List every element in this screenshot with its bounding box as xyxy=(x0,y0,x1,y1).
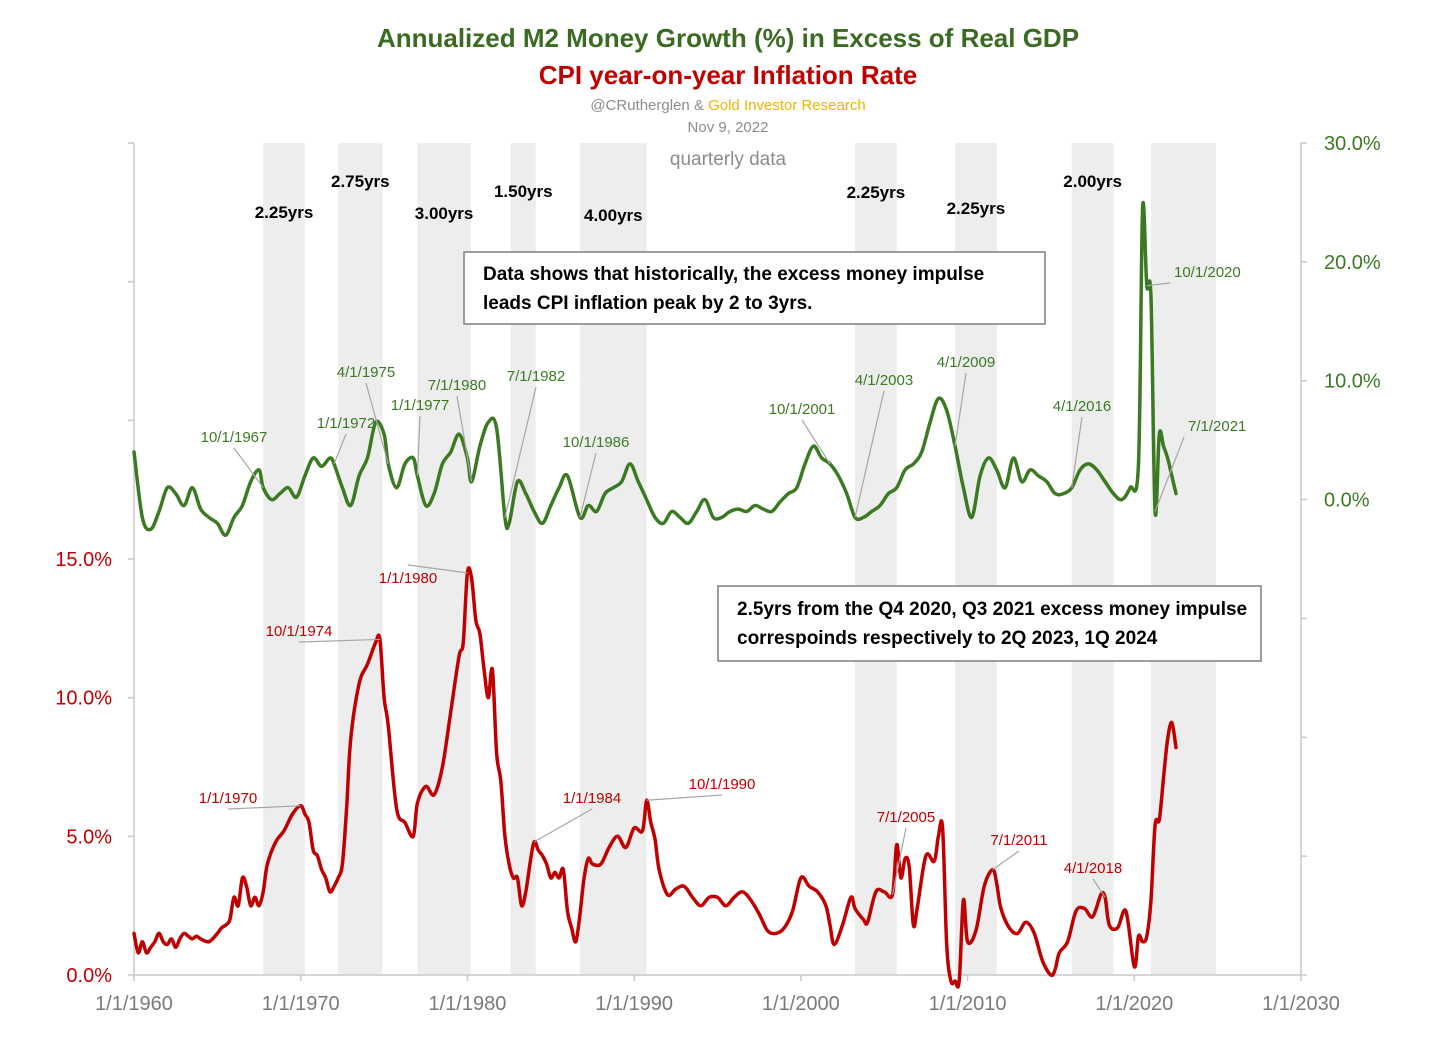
chart-date: Nov 9, 2022 xyxy=(688,119,769,136)
lag-labels: 2.25yrs 2.75yrs 3.00yrs 1.50yrs 4.00yrs 2.25y… xyxy=(255,172,1122,225)
x-axis-tick-label: 1/1/1980 xyxy=(428,993,506,1015)
annotation-label: 10/1/2020 xyxy=(1174,264,1241,281)
annotation-label: 10/1/2001 xyxy=(769,401,836,418)
annotation-leader-line xyxy=(407,564,468,574)
annotation-label: 4/1/1975 xyxy=(337,364,395,381)
callout-box-2-frame xyxy=(717,585,1262,662)
x-axis-tick-label: 1/1/2000 xyxy=(762,993,840,1015)
annotation-leader-line xyxy=(298,638,380,643)
x-axis-tick-label: 1/1/2010 xyxy=(929,993,1007,1015)
lag-label: 1.50yrs xyxy=(494,182,553,201)
chart-title: Annualized M2 Money Growth (%) in Excess… xyxy=(377,23,1079,53)
annotation-label: 1/1/1970 xyxy=(199,790,257,807)
series-line-cpi xyxy=(132,566,1178,989)
x-axis-tick-label: 1/1/1960 xyxy=(95,993,173,1015)
annotation-leader-line xyxy=(233,447,264,489)
lag-label: 3.00yrs xyxy=(415,204,474,223)
annotation-label: 10/1/1974 xyxy=(266,623,333,640)
right-axis-tick-label: 0.0% xyxy=(1324,490,1370,512)
left-axis-tick-label: 15.0% xyxy=(55,549,112,571)
annotation-label: 4/1/2018 xyxy=(1064,860,1122,877)
lag-band xyxy=(1150,143,1216,975)
annotation-leader-line xyxy=(533,808,593,843)
callout-box-1: Data shows that historically, the excess… xyxy=(463,251,1046,325)
annotation-leader-line xyxy=(1071,416,1083,488)
lag-band xyxy=(417,143,471,975)
annotation-leader-line xyxy=(801,419,831,465)
annotation-leader-line xyxy=(579,452,597,518)
x-axis-tick-label: 1/1/1990 xyxy=(595,993,673,1015)
chart-credit: @CRutherglen & Gold Investor Research xyxy=(590,97,865,114)
lag-label: 2.25yrs xyxy=(255,203,314,222)
lag-label: 2.25yrs xyxy=(947,199,1006,218)
annotation-leader-line xyxy=(365,382,389,465)
point-annotations: 10/1/1967 1/1/1972 4/1/1975 1/1/1977 7/1/198… xyxy=(199,264,1246,898)
left-axis-tick-label: 10.0% xyxy=(55,688,112,710)
annotation-label: 4/1/2009 xyxy=(937,354,995,371)
lag-band xyxy=(263,143,305,975)
annotation-label: 1/1/1977 xyxy=(391,397,449,414)
x-axis-tick-label: 1/1/2020 xyxy=(1095,993,1173,1015)
annotation-leader-line xyxy=(416,415,421,476)
annotation-label: 10/1/1967 xyxy=(201,429,268,446)
annotation-leader-line xyxy=(854,390,885,518)
series-lines xyxy=(132,201,1178,989)
annotation-leader-line xyxy=(891,827,907,895)
callout-box-1-frame xyxy=(463,251,1046,325)
annotation-label: 10/1/1986 xyxy=(563,434,630,451)
x-axis-tick-label: 1/1/1970 xyxy=(262,993,340,1015)
callout-box-1-line2: leads CPI inflation peak by 2 to 3yrs. xyxy=(483,293,812,314)
axes: 0.0% 5.0% 10.0% 15.0% 0.0% 10.0% 20.0% 30.0% 1/1… xyxy=(55,133,1381,1015)
series-line-m2 xyxy=(132,201,1178,537)
annotation-leader-line xyxy=(227,805,301,810)
callout-box-2: 2.5yrs from the Q4 2020, Q3 2021 excess … xyxy=(717,585,1262,662)
annotation-leader-line xyxy=(954,372,967,447)
lag-label: 2.25yrs xyxy=(847,183,906,202)
annotation-leader-line xyxy=(504,386,537,518)
annotation-label: 1/1/1984 xyxy=(563,790,621,807)
lag-label: 2.75yrs xyxy=(331,172,390,191)
annotation-label: 7/1/2005 xyxy=(877,809,935,826)
annotation-leader-line xyxy=(456,395,473,482)
annotation-label: 1/1/1980 xyxy=(379,570,437,587)
frequency-note: quarterly data xyxy=(670,149,787,170)
annotation-label: 7/1/1982 xyxy=(507,368,565,385)
annotation-leader-line xyxy=(1092,878,1106,898)
lag-label: 2.00yrs xyxy=(1063,172,1122,191)
callout-box-1-line1: Data shows that historically, the excess… xyxy=(483,264,984,285)
left-axis-tick-label: 5.0% xyxy=(66,826,112,848)
right-axis-tick-label: 10.0% xyxy=(1324,371,1381,393)
annotation-leader-line xyxy=(1146,282,1171,287)
annotation-label: 1/1/1972 xyxy=(317,415,375,432)
chart-subtitle: CPI year-on-year Inflation Rate xyxy=(539,60,918,90)
lag-label: 4.00yrs xyxy=(584,206,643,225)
right-axis-tick-label: 20.0% xyxy=(1324,252,1381,274)
callout-box-2-line1: 2.5yrs from the Q4 2020, Q3 2021 excess … xyxy=(737,599,1247,620)
annotation-label: 7/1/2021 xyxy=(1188,418,1246,435)
right-axis-tick-label: 30.0% xyxy=(1324,133,1381,155)
x-axis-tick-label: 1/1/2030 xyxy=(1262,993,1340,1015)
annotation-leader-line xyxy=(333,433,347,465)
lag-band xyxy=(1071,143,1114,975)
annotation-leader-line xyxy=(1154,436,1185,512)
annotation-leader-line xyxy=(992,850,1020,871)
annotation-label: 4/1/2016 xyxy=(1053,398,1111,415)
credit-author: @CRutherglen & xyxy=(590,97,708,114)
annotation-leader-line xyxy=(646,794,723,801)
callout-box-2-line2: correspoinds respectively to 2Q 2023, 1Q… xyxy=(737,628,1158,649)
annotation-label: 4/1/2003 xyxy=(855,372,913,389)
annotation-label: 10/1/1990 xyxy=(689,776,756,793)
left-axis-tick-label: 0.0% xyxy=(66,965,112,987)
credit-org: Gold Investor Research xyxy=(708,97,866,114)
annotation-label: 7/1/1980 xyxy=(428,377,486,394)
annotation-label: 7/1/2011 xyxy=(990,832,1047,849)
